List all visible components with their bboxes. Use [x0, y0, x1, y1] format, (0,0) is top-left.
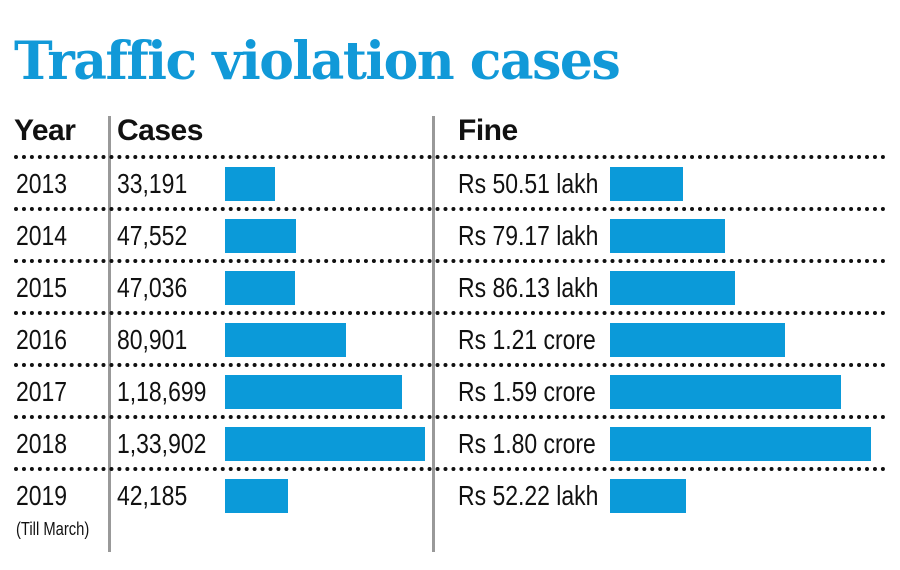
- fine-bar: [610, 219, 725, 253]
- fine-bar: [610, 271, 735, 305]
- cases-bar: [225, 323, 346, 357]
- cases-value: 1,33,902: [117, 428, 207, 459]
- cases-value: 33,191: [117, 168, 188, 199]
- year-note: (Till March): [16, 519, 90, 539]
- fine-value: Rs 1.80 crore: [458, 428, 596, 459]
- column-divider: [432, 116, 435, 552]
- chart-title: Traffic violation cases: [14, 31, 621, 92]
- row-divider: [14, 467, 886, 471]
- row-divider: [14, 311, 886, 315]
- fine-value: Rs 50.51 lakh: [458, 168, 599, 199]
- cases-bar: [225, 375, 403, 409]
- row-divider: [14, 207, 886, 211]
- cases-value: 80,901: [117, 324, 188, 355]
- fine-bar: [610, 323, 786, 357]
- fine-value: Rs 52.22 lakh: [458, 480, 599, 511]
- fine-bar: [610, 479, 686, 513]
- year-label: 2017: [16, 376, 68, 407]
- cases-value: 1,18,699: [117, 376, 207, 407]
- column-divider: [108, 116, 111, 552]
- year-label: 2014: [16, 220, 68, 251]
- year-label: 2016: [16, 324, 68, 355]
- year-label: 2019: [16, 480, 68, 511]
- row-divider: [14, 415, 886, 419]
- year-header: Year: [14, 114, 76, 147]
- cases-bar: [225, 219, 297, 253]
- cases-bar: [225, 167, 275, 201]
- fine-bar: [610, 167, 684, 201]
- fine-bar: [610, 375, 841, 409]
- year-label: 2015: [16, 272, 68, 303]
- row-divider: [14, 155, 886, 159]
- cases-header: Cases: [117, 114, 203, 147]
- cases-value: 47,552: [117, 220, 188, 251]
- cases-value: 42,185: [117, 480, 188, 511]
- fine-value: Rs 1.59 crore: [458, 376, 596, 407]
- row-divider: [14, 363, 886, 367]
- cases-value: 47,036: [117, 272, 188, 303]
- fine-bar: [610, 427, 871, 461]
- fine-header: Fine: [458, 114, 518, 147]
- cases-bar: [225, 271, 296, 305]
- cases-bar: [225, 427, 425, 461]
- fine-value: Rs 1.21 crore: [458, 324, 596, 355]
- fine-value: Rs 86.13 lakh: [458, 272, 599, 303]
- cases-bar: [225, 479, 288, 513]
- row-divider: [14, 259, 886, 263]
- year-label: 2018: [16, 428, 68, 459]
- fine-value: Rs 79.17 lakh: [458, 220, 599, 251]
- year-label: 2013: [16, 168, 68, 199]
